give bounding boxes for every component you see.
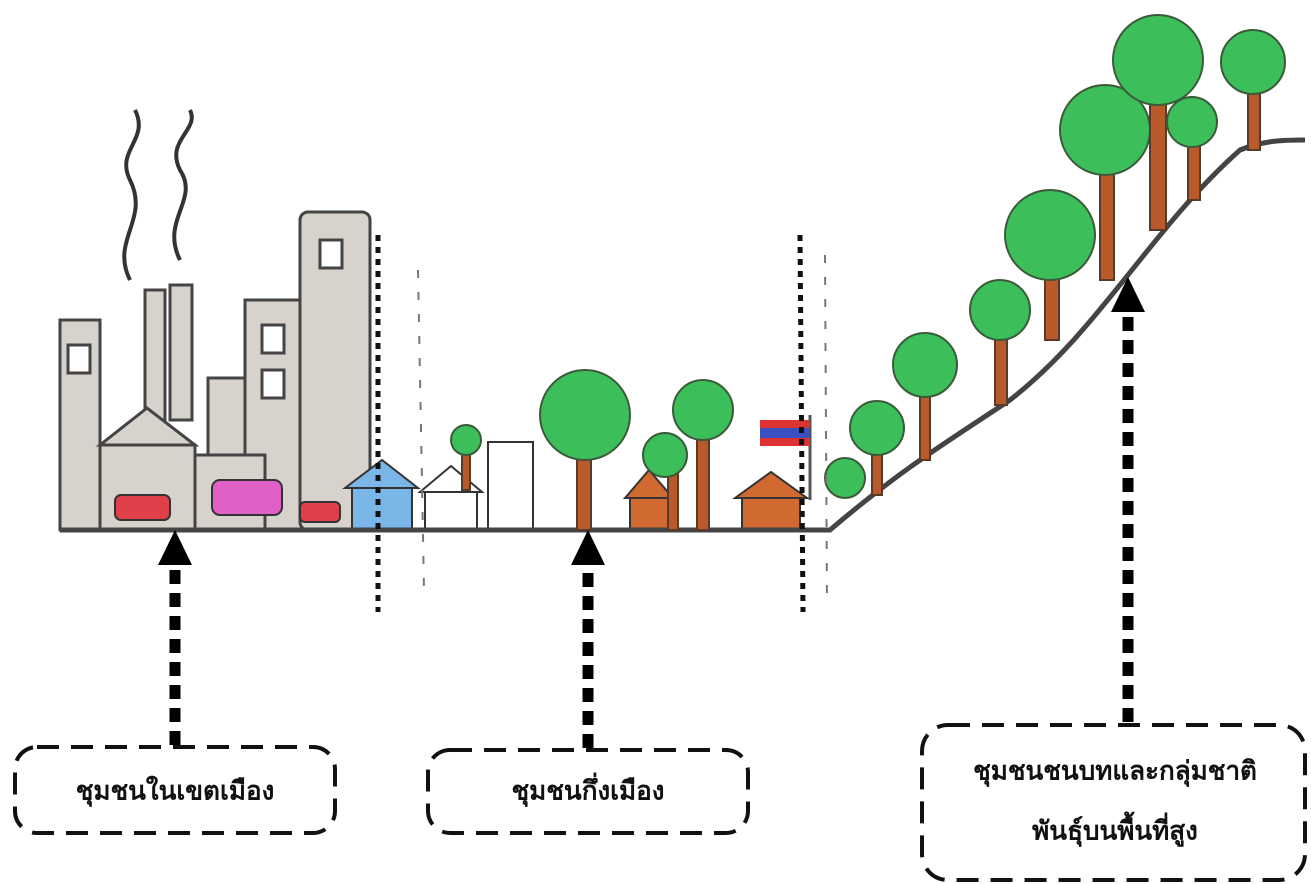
canopy [969,279,1031,341]
trunk [994,329,1008,406]
zone-label: ชุมชนกึ่งเมือง [512,772,665,808]
canopy [1112,14,1204,106]
label-box [13,745,337,835]
building [487,441,534,531]
smoke [172,109,194,261]
car [211,479,283,516]
house [629,494,669,531]
roof [95,406,200,447]
chimney [168,283,194,422]
canopy [539,369,631,461]
roof [417,464,485,493]
flag [760,438,810,446]
separator [417,269,425,591]
zone-label: ชุมชนในเขตเมือง [76,776,275,808]
smoke [122,109,141,281]
canopy [1004,189,1096,281]
window [260,323,286,355]
roof [622,468,676,499]
label-box [920,723,1307,882]
canopy [892,332,958,398]
zone-label: ชุมชนชนบทและกลุ่มชาติ [973,757,1257,788]
flag [760,420,810,428]
arrowhead [1111,277,1145,312]
arrowhead [158,530,192,565]
roof [342,458,421,489]
trees [450,14,1286,531]
label-box [426,748,750,835]
canopy [672,379,734,441]
canopy [642,432,688,478]
arrowhead [571,530,605,565]
house [741,494,801,531]
canopy [1166,96,1218,148]
canopy [1220,29,1286,95]
house [351,484,413,531]
window [318,238,344,270]
separator [797,234,806,613]
zone-label: พันธุ์บนพื้นที่สูง [1032,811,1198,848]
canopy [824,457,866,499]
chimney [143,288,167,422]
house [424,489,478,531]
scene [58,14,1306,533]
window [66,343,92,375]
car [114,494,171,521]
car [299,501,341,523]
canopy [849,400,905,456]
roof [731,470,811,499]
trunk [1099,159,1115,281]
window [260,368,286,400]
flag [760,428,810,438]
canopy [450,424,482,456]
separator [824,254,828,606]
